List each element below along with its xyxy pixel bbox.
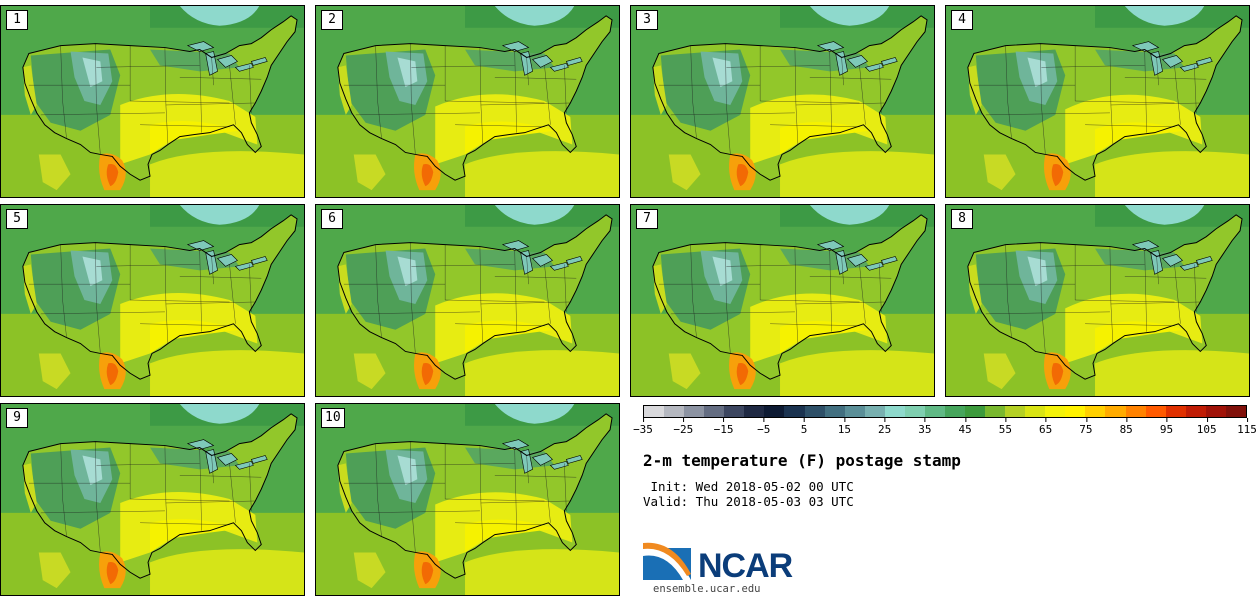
- member-panel-5[interactable]: 5: [0, 204, 305, 397]
- plot-title: 2-m temperature (F) postage stamp: [643, 451, 961, 470]
- member-label: 2: [321, 10, 343, 30]
- colorbar-swatch: [1025, 406, 1046, 417]
- colorbar-swatch: [824, 406, 845, 417]
- member-panel-6[interactable]: 6: [315, 204, 620, 397]
- colorbar-tick: 75: [1079, 418, 1093, 436]
- colorbar-swatch: [1085, 406, 1106, 417]
- temperature-map: [1, 205, 304, 396]
- colorbar-swatch: [1205, 406, 1226, 417]
- colorbar-swatch: [1065, 406, 1086, 417]
- colorbar-swatch: [1005, 406, 1026, 417]
- member-label: 4: [951, 10, 973, 30]
- member-label: 6: [321, 209, 343, 229]
- colorbar-swatch: [985, 406, 1006, 417]
- member-label: 3: [636, 10, 658, 30]
- temperature-map: [1, 404, 304, 595]
- valid-time: Valid: Thu 2018-05-03 03 UTC: [643, 494, 854, 509]
- colorbar-tick: 35: [918, 418, 931, 436]
- temperature-map: [946, 205, 1249, 396]
- member-panel-4[interactable]: 4: [945, 5, 1250, 198]
- temperature-colorbar: [643, 405, 1247, 418]
- colorbar-swatch: [1145, 406, 1166, 417]
- init-time: Init: Wed 2018-05-02 00 UTC: [643, 479, 854, 494]
- member-label: 1: [6, 10, 28, 30]
- colorbar-swatch: [1185, 406, 1206, 417]
- member-panel-10[interactable]: 10: [315, 403, 620, 596]
- colorbar-swatch: [944, 406, 965, 417]
- member-panel-1[interactable]: 1: [0, 5, 305, 198]
- temperature-map: [316, 205, 619, 396]
- temperature-map: [631, 6, 934, 197]
- colorbar-swatch: [1045, 406, 1066, 417]
- temperature-map: [316, 404, 619, 595]
- colorbar-swatch: [1125, 406, 1146, 417]
- colorbar-swatch: [1225, 406, 1246, 417]
- member-panel-3[interactable]: 3: [630, 5, 935, 198]
- member-panel-7[interactable]: 7: [630, 204, 935, 397]
- colorbar-swatch: [884, 406, 905, 417]
- colorbar-swatch: [864, 406, 885, 417]
- colorbar-swatch: [644, 406, 665, 417]
- colorbar-tick: −25: [673, 418, 693, 436]
- member-label: 5: [6, 209, 28, 229]
- ncar-logo-text: NCAR: [698, 547, 793, 585]
- colorbar-ticks: −35 −25 −15 −5 5 15 25 35 45 55 65 75 85 95 105 115: [633, 418, 1257, 438]
- colorbar-swatch: [804, 406, 825, 417]
- member-label: 7: [636, 209, 658, 229]
- colorbar-tick: 95: [1160, 418, 1173, 436]
- temperature-map: [316, 6, 619, 197]
- temperature-map: [1, 6, 304, 197]
- colorbar-swatch: [965, 406, 986, 417]
- colorbar-swatch: [1105, 406, 1126, 417]
- colorbar-tick: −5: [757, 418, 770, 436]
- member-panel-8[interactable]: 8: [945, 204, 1250, 397]
- member-panel-2[interactable]: 2: [315, 5, 620, 198]
- colorbar-tick: 85: [1120, 418, 1133, 436]
- member-panel-9[interactable]: 9: [0, 403, 305, 596]
- colorbar-swatch: [784, 406, 805, 417]
- member-label: 8: [951, 209, 973, 229]
- colorbar-tick: 115: [1237, 418, 1257, 436]
- colorbar-tick: 5: [801, 418, 807, 436]
- temperature-map: [631, 205, 934, 396]
- member-label: 10: [321, 408, 345, 428]
- colorbar-swatch: [744, 406, 765, 417]
- member-label: 9: [6, 408, 28, 428]
- ncar-logo-icon: [643, 542, 691, 580]
- colorbar-swatch: [704, 406, 725, 417]
- colorbar-swatch: [924, 406, 945, 417]
- colorbar-swatch: [904, 406, 925, 417]
- colorbar-tick: 45: [959, 418, 972, 436]
- colorbar-swatch: [1165, 406, 1186, 417]
- colorbar-tick: 55: [999, 418, 1012, 436]
- colorbar-swatch: [724, 406, 745, 417]
- colorbar-swatch: [764, 406, 785, 417]
- colorbar-swatch: [684, 406, 705, 417]
- colorbar-tick: 105: [1197, 418, 1217, 436]
- colorbar-tick: −15: [714, 418, 733, 436]
- colorbar-tick: 65: [1039, 418, 1052, 436]
- colorbar-tick: 15: [838, 418, 851, 436]
- colorbar-swatch: [844, 406, 865, 417]
- colorbar-tick: 25: [878, 418, 891, 436]
- colorbar-tick: −35: [633, 418, 653, 436]
- colorbar-swatch: [664, 406, 685, 417]
- logo-url: ensemble.ucar.edu: [653, 583, 761, 595]
- temperature-map: [946, 6, 1249, 197]
